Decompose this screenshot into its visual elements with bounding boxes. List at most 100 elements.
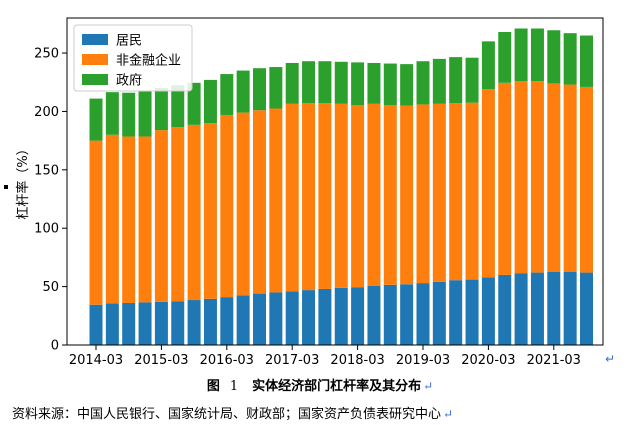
bar-segment-household <box>383 284 397 345</box>
source-text: 资料来源：中国人民银行、国家统计局、财政部；国家资产负债表研究中心 <box>12 407 442 422</box>
x-tick-label: 2014-03 <box>69 353 123 368</box>
bar-segment-government <box>514 28 528 82</box>
bar-segment-enterprise <box>187 124 201 301</box>
bar-segment-enterprise <box>105 134 119 304</box>
bar-segment-enterprise <box>580 86 593 273</box>
bar-segment-enterprise <box>89 140 103 305</box>
bar-segment-household <box>367 286 381 345</box>
bar-segment-government <box>187 82 201 125</box>
bar-segment-household <box>318 288 332 345</box>
bar-segment-government <box>416 61 430 105</box>
return-mark-icon: ↵ <box>605 352 616 366</box>
figure-caption: 图 1 实体经济部门杠杆率及其分布 ↵ <box>0 375 640 394</box>
x-tick-label: 2021-03 <box>527 353 581 368</box>
bar-segment-household <box>481 277 495 345</box>
bar-segment-government <box>220 74 234 115</box>
caption-text: 实体经济部门杠杆率及其分布 <box>252 379 422 394</box>
x-tick-label: 2016-03 <box>200 353 254 368</box>
return-mark-icon: ↵ <box>443 407 454 421</box>
bar-segment-government <box>154 88 168 131</box>
bar-segment-enterprise <box>449 103 463 281</box>
bar-segment-government <box>547 30 561 84</box>
y-tick-label: 100 <box>34 222 59 237</box>
bar-segment-household <box>498 274 512 345</box>
y-tick-label: 200 <box>34 105 59 120</box>
bar-segment-government <box>432 58 446 104</box>
bar-segment-household <box>580 272 593 345</box>
bar-segment-enterprise <box>318 103 332 289</box>
bar-segment-government <box>498 32 512 83</box>
bar-segment-government <box>269 67 283 109</box>
bar-segment-enterprise <box>514 81 528 274</box>
bar-segment-government <box>563 33 577 85</box>
bar-segment-enterprise <box>367 103 381 287</box>
bar-segment-enterprise <box>416 104 430 284</box>
plot-frame <box>66 17 604 346</box>
legend-swatch <box>82 74 108 85</box>
bar-segment-household <box>465 279 479 345</box>
bar-segment-government <box>449 57 463 104</box>
bar-segment-household <box>563 272 577 345</box>
bar-segment-household <box>416 283 430 345</box>
bar-segment-government <box>302 61 316 104</box>
bar-segment-enterprise <box>498 82 512 275</box>
bar-segment-enterprise <box>253 110 266 294</box>
bar-segment-household <box>122 302 136 345</box>
bar-segment-enterprise <box>285 103 299 292</box>
bar-segment-household <box>154 301 168 345</box>
bar-segment-enterprise <box>563 84 577 273</box>
bar-segment-government <box>253 68 266 111</box>
bar-segment-household <box>334 287 348 345</box>
legend-label: 居民 <box>116 34 142 49</box>
bar-segment-government <box>122 92 136 137</box>
bar-segment-enterprise <box>530 81 544 273</box>
bar-segment-government <box>580 35 593 87</box>
bar-segment-government <box>138 91 152 137</box>
bars-layer <box>89 28 593 345</box>
bar-segment-household <box>351 287 365 345</box>
bar-segment-household <box>89 304 103 345</box>
y-tick-label: 0 <box>51 339 59 354</box>
bar-segment-household <box>236 295 250 345</box>
bar-segment-household <box>285 291 299 345</box>
bar-segment-enterprise <box>334 103 348 288</box>
legend-swatch <box>82 34 108 45</box>
bar-segment-government <box>351 62 365 106</box>
bar-segment-household <box>203 298 217 345</box>
bar-segment-government <box>171 85 185 128</box>
bar-segment-government <box>105 92 119 135</box>
bar-segment-government <box>318 61 332 104</box>
bar-segment-enterprise <box>481 89 495 278</box>
bar-segment-household <box>105 303 119 345</box>
bar-segment-enterprise <box>400 105 414 285</box>
bar-segment-government <box>530 28 544 82</box>
bar-segment-household <box>530 272 544 345</box>
x-tick-label: 2019-03 <box>396 353 450 368</box>
y-axis: 0 50 100 150 200 250 <box>34 47 67 354</box>
bar-segment-enterprise <box>236 112 250 296</box>
y-tick-label: 50 <box>42 280 59 295</box>
bar-segment-household <box>220 297 234 345</box>
x-tick-label: 2018-03 <box>330 353 384 368</box>
bar-segment-government <box>400 64 414 106</box>
x-tick-label: 2017-03 <box>265 353 319 368</box>
bar-segment-enterprise <box>269 108 283 293</box>
legend-label: 非金融企业 <box>116 53 181 69</box>
bar-segment-enterprise <box>171 127 185 302</box>
y-axis-title: 杠杆率（%） <box>15 142 31 219</box>
bar-segment-government <box>203 79 217 124</box>
y-tick-label: 150 <box>34 163 59 178</box>
bar-segment-household <box>269 292 283 345</box>
bar-segment-enterprise <box>383 105 397 285</box>
caption-number: 1 <box>229 379 239 394</box>
bar-segment-government <box>465 57 479 103</box>
bar-segment-government <box>236 70 250 113</box>
bullet-marker <box>4 185 8 189</box>
bar-segment-household <box>171 301 185 345</box>
bar-segment-government <box>89 98 103 141</box>
legend-label: 政府 <box>116 74 142 89</box>
bar-segment-household <box>187 300 201 345</box>
bar-segment-household <box>302 290 316 345</box>
